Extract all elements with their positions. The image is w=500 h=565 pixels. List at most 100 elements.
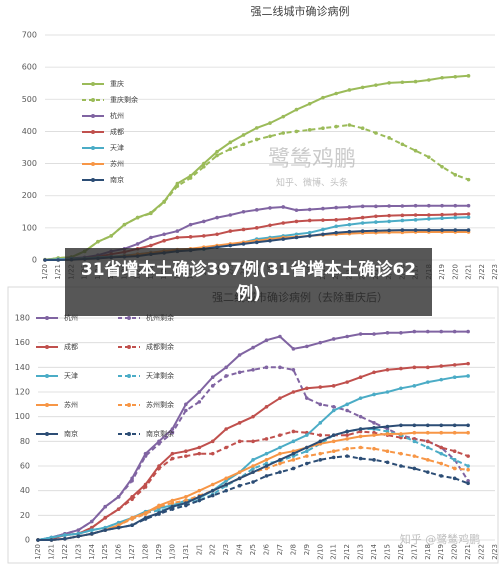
- legend-marker: [45, 316, 49, 320]
- data-point: [281, 237, 286, 241]
- data-point: [175, 184, 180, 188]
- data-point: [215, 153, 219, 158]
- data-point: [228, 147, 233, 151]
- x-tick-label: 1/27: [128, 544, 136, 560]
- data-point: [440, 228, 444, 232]
- data-point: [331, 384, 336, 388]
- data-point: [162, 200, 166, 204]
- data-point: [43, 258, 47, 262]
- data-point: [103, 516, 108, 520]
- data-point: [197, 498, 202, 503]
- data-point: [294, 107, 299, 112]
- y-tick-label: 100: [22, 223, 37, 232]
- data-point: [210, 493, 215, 498]
- legend-label: 南京: [110, 175, 124, 184]
- data-point: [254, 126, 259, 130]
- data-point: [412, 423, 417, 428]
- data-point: [466, 481, 470, 486]
- data-point: [399, 435, 403, 440]
- series-line: [37, 428, 469, 541]
- data-point: [466, 479, 470, 483]
- data-point: [452, 458, 457, 462]
- data-point: [318, 442, 323, 446]
- data-point: [278, 470, 282, 474]
- data-point: [358, 414, 363, 419]
- data-point: [452, 375, 457, 380]
- data-point: [305, 454, 309, 458]
- x-tick-label: 1/23: [74, 544, 82, 560]
- data-point: [254, 137, 259, 142]
- data-point: [130, 523, 134, 527]
- data-point: [135, 215, 140, 220]
- data-point: [291, 439, 296, 444]
- data-point: [157, 504, 161, 509]
- data-point: [427, 217, 431, 221]
- data-point: [385, 331, 390, 335]
- data-point: [425, 430, 430, 435]
- x-tick-label: 1/30: [168, 544, 176, 560]
- data-point: [425, 445, 430, 450]
- data-point: [281, 221, 286, 225]
- data-point: [291, 429, 296, 434]
- data-point: [439, 451, 444, 456]
- data-point: [264, 405, 269, 409]
- data-point: [224, 482, 228, 487]
- series-line: [37, 430, 469, 541]
- data-point: [89, 525, 94, 530]
- data-point: [278, 461, 282, 466]
- data-point: [254, 208, 259, 212]
- y-tick-label: 700: [22, 31, 37, 40]
- data-point: [372, 458, 376, 462]
- data-point: [281, 114, 286, 119]
- data-point: [358, 427, 363, 431]
- data-point: [466, 464, 470, 468]
- data-point: [188, 176, 193, 180]
- data-point: [143, 512, 148, 516]
- x-tick-label: 2/5: [249, 544, 257, 555]
- x-tick-label: 2/9: [303, 544, 311, 555]
- legend-label: 杭州剩余: [146, 313, 174, 322]
- watermark: 知乎、微博、头条: [276, 177, 348, 189]
- x-tick-label: 2/12: [343, 544, 351, 560]
- x-tick-label: 2/6: [263, 543, 271, 555]
- data-point: [358, 332, 363, 336]
- data-point: [63, 533, 67, 537]
- data-point: [224, 445, 228, 450]
- data-point: [184, 501, 188, 505]
- data-point: [188, 235, 193, 239]
- data-point: [425, 365, 430, 370]
- data-point: [175, 229, 180, 233]
- x-tick-label: 2/18: [424, 544, 432, 560]
- data-point: [440, 203, 444, 208]
- data-point: [268, 238, 272, 243]
- data-point: [224, 374, 228, 378]
- data-point: [399, 366, 403, 371]
- data-point: [385, 449, 390, 454]
- data-point: [345, 408, 349, 413]
- data-point: [307, 234, 312, 238]
- x-tick-label: 1/21: [47, 544, 55, 560]
- y-tick-label: 0: [32, 256, 37, 265]
- legend-label: 苏州剩余: [146, 400, 174, 409]
- data-point: [425, 470, 430, 474]
- data-point: [188, 222, 193, 227]
- x-tick-label: 1/29: [155, 544, 163, 560]
- data-point: [439, 329, 444, 334]
- x-tick-label: 2/19: [438, 264, 446, 280]
- legend-marker: [45, 403, 49, 407]
- data-point: [345, 446, 349, 451]
- data-point: [358, 396, 363, 400]
- x-tick-label: 2/19: [437, 544, 445, 560]
- data-point: [241, 209, 246, 214]
- data-point: [387, 219, 391, 224]
- x-tick-label: 1/28: [142, 544, 150, 560]
- data-point: [268, 223, 272, 228]
- data-point: [427, 155, 431, 159]
- legend-marker: [127, 316, 131, 320]
- data-point: [264, 466, 269, 471]
- data-point: [345, 380, 349, 384]
- data-point: [251, 345, 255, 350]
- data-point: [358, 375, 363, 380]
- data-point: [439, 430, 444, 435]
- legend-marker: [91, 178, 95, 182]
